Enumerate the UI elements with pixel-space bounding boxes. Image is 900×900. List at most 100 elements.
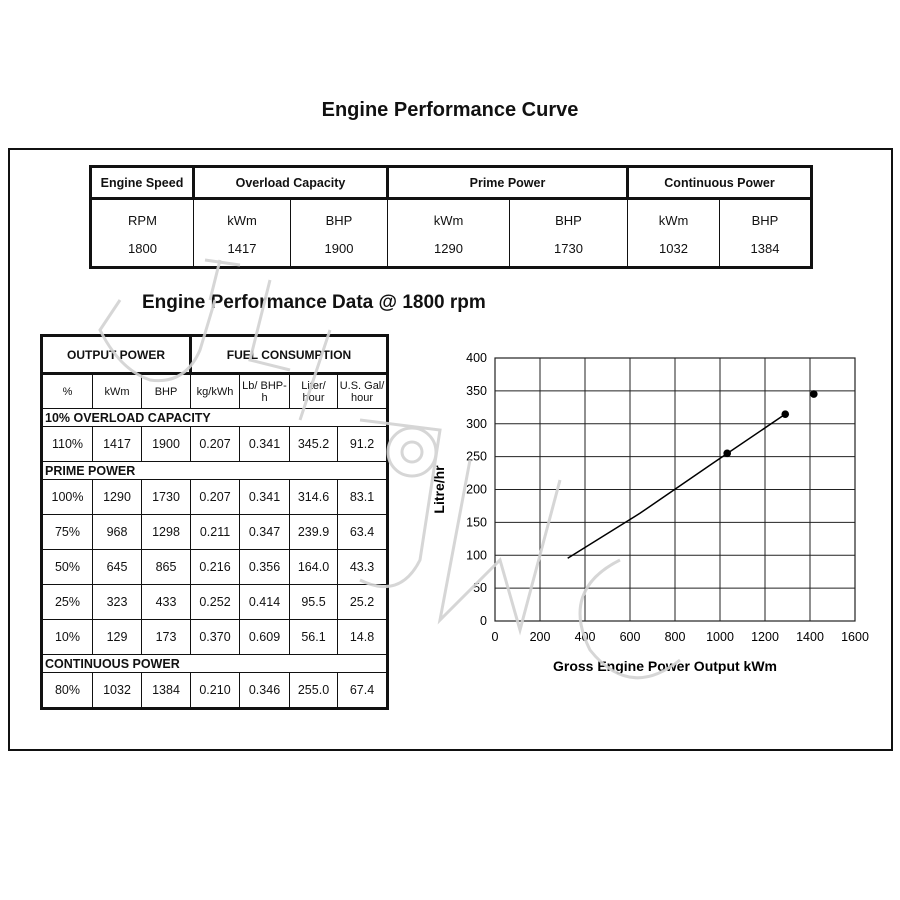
prime-power-header: Prime Power bbox=[386, 165, 629, 200]
x-tick-label: 1400 bbox=[796, 630, 824, 644]
column-header: BHP bbox=[141, 373, 191, 409]
table-cell: 0.341 bbox=[239, 479, 290, 515]
section-heading: PRIME POWER bbox=[41, 461, 388, 480]
table-cell: 1298 bbox=[141, 514, 191, 550]
engine-speed-header: Engine Speed bbox=[89, 165, 195, 200]
column-header: U.S. Gal/ hour bbox=[337, 373, 388, 409]
unit-cell: BHP bbox=[509, 198, 628, 234]
section-heading: 10% OVERLOAD CAPACITY bbox=[41, 408, 388, 427]
x-tick-label: 0 bbox=[492, 630, 499, 644]
page-title: Engine Performance Curve bbox=[321, 99, 579, 121]
table-cell: 110% bbox=[41, 426, 93, 462]
x-tick-label: 800 bbox=[665, 630, 686, 644]
table-cell: 91.2 bbox=[337, 426, 388, 462]
value-cell: 1032 bbox=[627, 234, 720, 268]
table-cell: 0.347 bbox=[239, 514, 290, 550]
table-cell: 1032 bbox=[92, 672, 142, 709]
table-row: 10% 129 173 0.370 0.609 56.1 14.8 bbox=[41, 619, 388, 655]
column-header: Lb/ BHP-h bbox=[239, 373, 290, 409]
table-cell: 80% bbox=[41, 672, 93, 709]
section-heading: CONTINUOUS POWER bbox=[41, 654, 388, 673]
table-cell: 50% bbox=[41, 549, 93, 585]
fuel-consumption-chart: 0 200 400 600 800 1000 1200 1400 1600 0 50 100 150 20… bbox=[431, 351, 869, 674]
table-cell: 164.0 bbox=[289, 549, 338, 585]
x-tick-label: 600 bbox=[620, 630, 641, 644]
unit-cell: kWm bbox=[387, 198, 510, 234]
unit-cell: kWm bbox=[627, 198, 720, 234]
table-cell: 75% bbox=[41, 514, 93, 550]
x-axis-label: Gross Engine Power Output kWm bbox=[553, 658, 777, 674]
table-cell: 56.1 bbox=[289, 619, 338, 655]
unit-cell: kWm bbox=[193, 198, 291, 234]
column-header: Liter/ hour bbox=[289, 373, 338, 409]
table-cell: 0.346 bbox=[239, 672, 290, 709]
performance-data-table: OUTPUT POWER FUEL CONSUMPTION % kWm BHP … bbox=[40, 334, 389, 710]
y-tick-label: 50 bbox=[473, 581, 487, 595]
table-cell: 1417 bbox=[92, 426, 142, 462]
x-tick-label: 400 bbox=[575, 630, 596, 644]
data-point bbox=[781, 410, 790, 418]
value-cell: 1800 bbox=[90, 234, 194, 268]
table-cell: 83.1 bbox=[337, 479, 388, 515]
y-tick-label: 200 bbox=[466, 483, 487, 497]
table-row: 75% 968 1298 0.211 0.347 239.9 63.4 bbox=[41, 514, 388, 550]
y-tick-label: 300 bbox=[466, 417, 487, 431]
table-cell: 0.414 bbox=[239, 584, 290, 620]
engine-specs-table: Engine Speed Overload Capacity Prime Pow… bbox=[89, 165, 813, 269]
table-row: 25% 323 433 0.252 0.414 95.5 25.2 bbox=[41, 584, 388, 620]
table-cell: 63.4 bbox=[337, 514, 388, 550]
table-cell: 1290 bbox=[92, 479, 142, 515]
value-cell: 1730 bbox=[509, 234, 628, 268]
x-tick-label: 1600 bbox=[841, 630, 869, 644]
unit-cell: RPM bbox=[90, 198, 194, 234]
value-cell: 1900 bbox=[290, 234, 388, 268]
table-cell: 1384 bbox=[141, 672, 191, 709]
table-cell: 345.2 bbox=[289, 426, 338, 462]
table-cell: 0.356 bbox=[239, 549, 290, 585]
y-tick-label: 250 bbox=[466, 450, 487, 464]
table-cell: 67.4 bbox=[337, 672, 388, 709]
column-header: kWm bbox=[92, 373, 142, 409]
table-cell: 645 bbox=[92, 549, 142, 585]
table-cell: 255.0 bbox=[289, 672, 338, 709]
table-cell: 95.5 bbox=[289, 584, 338, 620]
table-cell: 1730 bbox=[141, 479, 191, 515]
table-row: 100% 1290 1730 0.207 0.341 314.6 83.1 bbox=[41, 479, 388, 515]
table-cell: 0.216 bbox=[190, 549, 240, 585]
table-cell: 865 bbox=[141, 549, 191, 585]
table-cell: 0.252 bbox=[190, 584, 240, 620]
table-cell: 1900 bbox=[141, 426, 191, 462]
unit-cell: BHP bbox=[719, 198, 812, 234]
overload-capacity-header: Overload Capacity bbox=[192, 165, 389, 200]
table-cell: 0.207 bbox=[190, 426, 240, 462]
table-cell: 173 bbox=[141, 619, 191, 655]
x-tick-label: 200 bbox=[530, 630, 551, 644]
table-cell: 0.609 bbox=[239, 619, 290, 655]
y-tick-label: 400 bbox=[466, 351, 487, 365]
table-cell: 129 bbox=[92, 619, 142, 655]
table-cell: 433 bbox=[141, 584, 191, 620]
y-tick-label: 150 bbox=[466, 515, 487, 529]
table-cell: 239.9 bbox=[289, 514, 338, 550]
value-cell: 1417 bbox=[193, 234, 291, 268]
table-cell: 0.370 bbox=[190, 619, 240, 655]
unit-cell: BHP bbox=[290, 198, 388, 234]
table-cell: 323 bbox=[92, 584, 142, 620]
y-tick-label: 0 bbox=[480, 614, 487, 628]
table-cell: 25.2 bbox=[337, 584, 388, 620]
section-title: Engine Performance Data @ 1800 rpm bbox=[142, 292, 486, 313]
table-cell: 10% bbox=[41, 619, 93, 655]
table-cell: 100% bbox=[41, 479, 93, 515]
table-cell: 0.341 bbox=[239, 426, 290, 462]
fuel-consumption-header: FUEL CONSUMPTION bbox=[189, 334, 389, 375]
table-cell: 0.207 bbox=[190, 479, 240, 515]
data-point bbox=[810, 390, 818, 398]
value-cell: 1384 bbox=[719, 234, 812, 268]
table-row: 50% 645 865 0.216 0.356 164.0 43.3 bbox=[41, 549, 388, 585]
value-cell: 1290 bbox=[387, 234, 510, 268]
y-tick-label: 100 bbox=[466, 548, 487, 562]
table-cell: 0.211 bbox=[190, 514, 240, 550]
table-row: 80% 1032 1384 0.210 0.346 255.0 67.4 bbox=[41, 672, 388, 709]
table-cell: 314.6 bbox=[289, 479, 338, 515]
table-row: 110% 1417 1900 0.207 0.341 345.2 91.2 bbox=[41, 426, 388, 462]
